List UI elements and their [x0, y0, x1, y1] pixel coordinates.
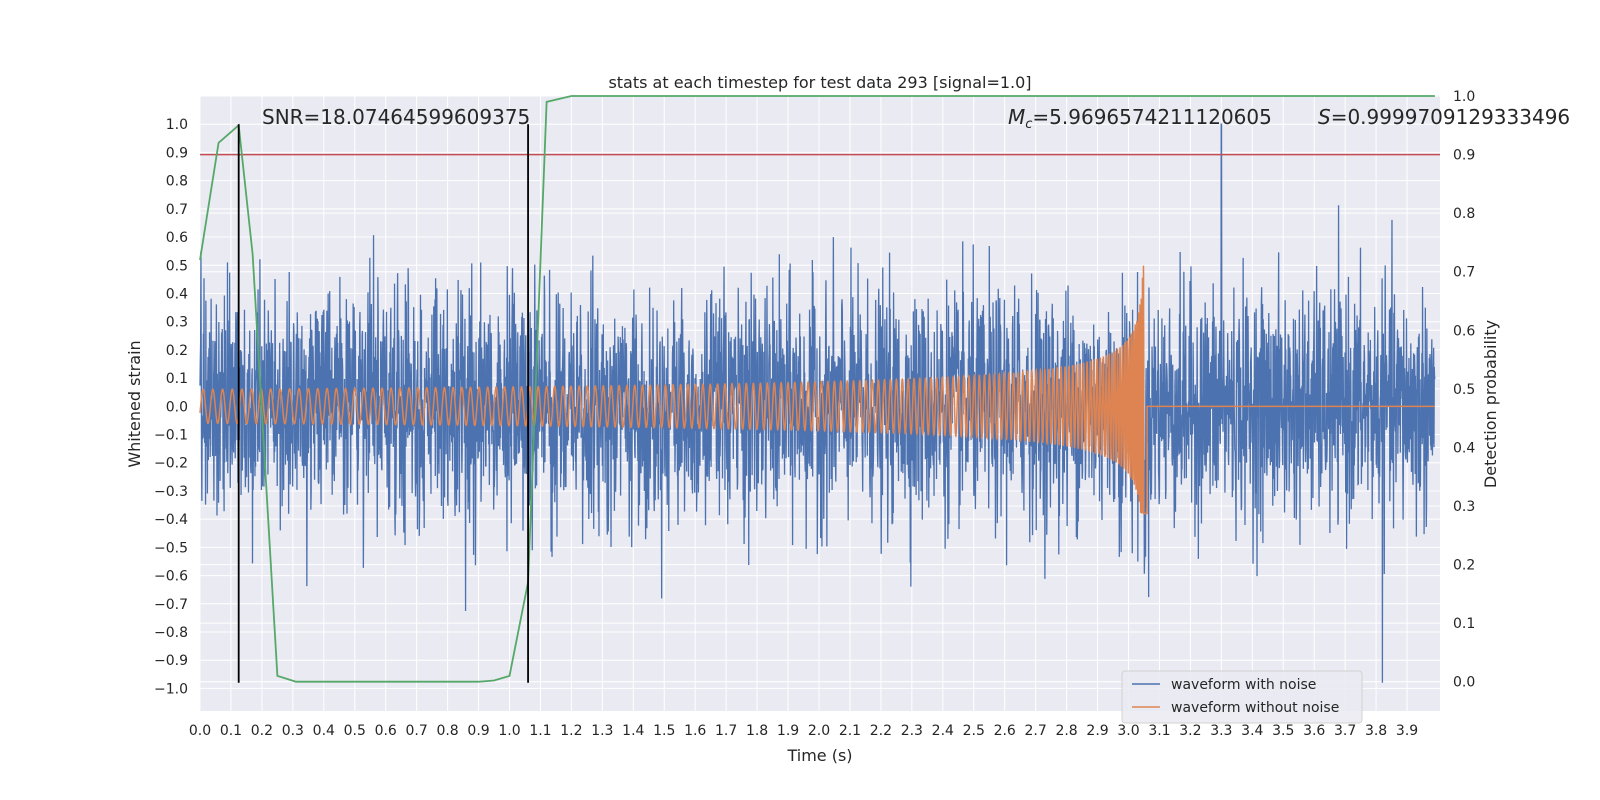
x-tick-label: 0.3 [282, 723, 304, 739]
y-tick-label: 0.9 [166, 145, 188, 161]
y-tick-label: −0.1 [154, 428, 188, 444]
x-tick-label: 2.6 [994, 723, 1016, 739]
y-axis-label: Whitened strain [125, 340, 144, 467]
y-tick-label: 0.7 [166, 202, 188, 218]
y2-tick-labels: 1.0 0.9 0.8 0.7 0.6 0.5 0.4 0.3 0.2 0.1 0.0 [1453, 89, 1475, 691]
y2-tick-label: 0.1 [1453, 616, 1475, 632]
y2-tick-label: 1.0 [1453, 89, 1475, 105]
legend-label-noisy: waveform with noise [1171, 677, 1316, 693]
x-tick-labels: 0.0 0.1 0.2 0.3 0.4 0.5 0.6 0.7 0.8 0.9 1.0 1.1 1.2 1… [189, 723, 1418, 739]
y-tick-label: 0.5 [166, 258, 188, 274]
x-tick-label: 0.0 [189, 723, 211, 739]
y2-tick-label: 0.9 [1453, 148, 1475, 164]
legend-box [1121, 670, 1363, 724]
x-tick-label: 0.8 [436, 723, 458, 739]
snr-annotation: SNR=18.07464599609375 [262, 105, 530, 129]
y-tick-label: −1.0 [154, 681, 188, 697]
y2-tick-label: 0.5 [1453, 382, 1475, 398]
y2-axis-label: Detection probability [1481, 320, 1500, 488]
score-annotation: S=0.9999709129333496 [1318, 105, 1570, 129]
x-tick-label: 2.7 [1025, 723, 1047, 739]
x-tick-label: 1.2 [560, 723, 582, 739]
x-tick-label: 2.5 [963, 723, 985, 739]
legend: waveform with noise waveform without noi… [1121, 670, 1363, 724]
series-clean-group [199, 265, 1435, 515]
x-tick-label: 0.6 [375, 723, 397, 739]
score-symbol: S [1318, 105, 1331, 129]
x-tick-label: 2.2 [870, 723, 892, 739]
chirp-mass-symbol: M [1008, 105, 1025, 129]
chart-title: stats at each timestep for test data 293… [608, 73, 1031, 92]
y2-tick-label: 0.3 [1453, 499, 1475, 515]
chirp-mass-value: =5.9696574211120605 [1032, 105, 1271, 129]
y-tick-label: −0.5 [154, 540, 188, 556]
x-tick-label: 3.4 [1241, 723, 1263, 739]
x-tick-label: 3.0 [1117, 723, 1139, 739]
y-tick-label: −0.9 [154, 653, 188, 669]
y-tick-label: 0.0 [166, 399, 188, 415]
y-tick-label: −0.4 [154, 512, 188, 528]
y-tick-label: −0.3 [154, 484, 188, 500]
y-tick-label: 0.2 [166, 343, 188, 359]
x-tick-label: 1.9 [777, 723, 799, 739]
series-noisy-group [199, 123, 1436, 683]
x-tick-label: 2.8 [1055, 723, 1077, 739]
series-probability-group [199, 95, 1440, 683]
x-tick-label: 2.0 [808, 723, 830, 739]
y2-tick-label: 0.0 [1453, 675, 1475, 691]
x-tick-label: 1.6 [684, 723, 706, 739]
x-tick-label: 3.3 [1210, 723, 1232, 739]
y-tick-label: −0.6 [154, 569, 188, 585]
legend-label-clean: waveform without noise [1171, 700, 1339, 716]
x-tick-label: 3.9 [1396, 723, 1418, 739]
y-tick-label: 1.0 [166, 117, 188, 133]
x-tick-label: 0.2 [251, 723, 273, 739]
y2-tick-label: 0.7 [1453, 265, 1475, 281]
y-tick-label: −0.8 [154, 625, 188, 641]
x-tick-label: 2.9 [1086, 723, 1108, 739]
series-line-noisy [199, 123, 1436, 683]
x-tick-label: 3.8 [1365, 723, 1387, 739]
x-tick-label: 1.4 [622, 723, 644, 739]
x-tick-label: 2.3 [901, 723, 923, 739]
x-tick-label: 3.7 [1334, 723, 1356, 739]
y2-tick-label: 0.6 [1453, 323, 1475, 339]
y2-tick-label: 0.4 [1453, 440, 1475, 456]
chirp-mass-annotation: Mc=5.9696574211120605 [1008, 105, 1272, 132]
x-tick-label: 2.4 [932, 723, 954, 739]
x-tick-label: 3.1 [1148, 723, 1170, 739]
x-tick-label: 1.7 [715, 723, 737, 739]
y-tick-label: 0.8 [166, 174, 188, 190]
x-tick-label: 0.1 [220, 723, 242, 739]
series-line-probability [199, 95, 1435, 683]
y-tick-label: 0.6 [166, 230, 188, 246]
x-tick-label: 0.7 [406, 723, 428, 739]
x-tick-label: 3.2 [1179, 723, 1201, 739]
y-tick-label: −0.2 [154, 456, 188, 472]
x-tick-label: 1.0 [498, 723, 520, 739]
y-tick-labels: 1.0 0.9 0.8 0.7 0.6 0.5 0.4 0.3 0.2 0.1 0.0 −0.1 −0.… [154, 117, 188, 697]
x-tick-label: 1.8 [746, 723, 768, 739]
chirp-mass-subscript: c [1025, 117, 1032, 132]
y-tick-label: 0.1 [166, 371, 188, 387]
y-tick-label: −0.7 [154, 597, 188, 613]
y-tick-label: 0.4 [166, 286, 188, 302]
x-tick-label: 3.5 [1272, 723, 1294, 739]
y2-tick-label: 0.8 [1453, 206, 1475, 222]
marker-lines [237, 124, 529, 683]
x-tick-label: 0.9 [467, 723, 489, 739]
x-tick-label: 3.6 [1303, 723, 1325, 739]
y-tick-label: 0.3 [166, 315, 188, 331]
x-tick-label: 2.1 [839, 723, 861, 739]
x-tick-label: 1.3 [591, 723, 613, 739]
x-tick-label: 0.4 [313, 723, 335, 739]
score-value: =0.9999709129333496 [1331, 105, 1570, 129]
y2-tick-label: 0.2 [1453, 558, 1475, 574]
x-axis-label: Time (s) [786, 746, 852, 765]
series-line-clean [199, 265, 1435, 515]
x-tick-label: 1.5 [653, 723, 675, 739]
x-tick-label: 0.5 [344, 723, 366, 739]
x-tick-label: 1.1 [529, 723, 551, 739]
